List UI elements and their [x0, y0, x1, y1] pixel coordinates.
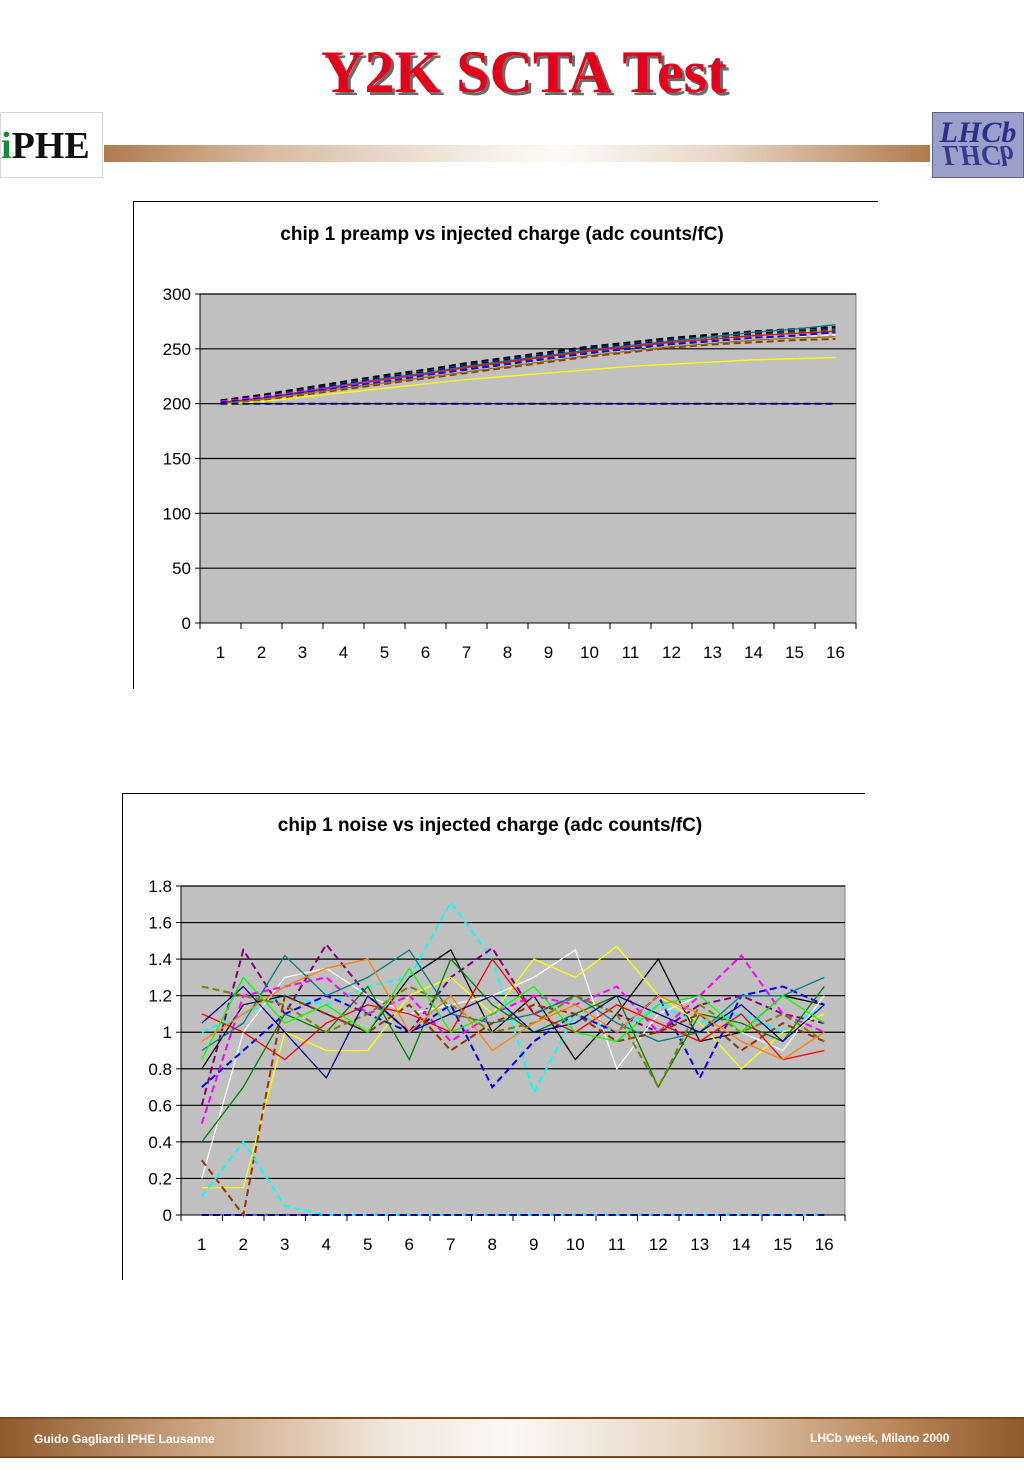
noise-series-line: [201, 900, 825, 1096]
noise-series-line: [200, 953, 825, 1124]
noise-series-line: [201, 967, 825, 1060]
noise-x-tick-label: 9: [529, 1235, 538, 1254]
preamp-x-tick-label: 3: [298, 643, 307, 662]
noise-x-tick-label: 6: [405, 1235, 414, 1254]
noise-y-tick-label: 0.6: [148, 1096, 172, 1115]
preamp-x-tick-label: 4: [339, 643, 348, 662]
noise-series-line: [201, 985, 825, 1080]
preamp-x-tick-label: 9: [544, 643, 553, 662]
noise-series-line: [201, 958, 825, 1061]
noise-x-tick-label: 8: [488, 1235, 497, 1254]
noise-x-tick-label: 2: [239, 1235, 248, 1254]
preamp-y-tick-label: 150: [163, 450, 191, 469]
preamp-x-tick-label: 15: [785, 643, 804, 662]
noise-y-tick-label: 0: [163, 1206, 172, 1225]
noise-y-tick-label: 0.4: [148, 1133, 172, 1152]
lhcb-logo: LHCb LHCb: [932, 112, 1024, 178]
preamp-x-tick-label: 14: [744, 643, 763, 662]
iphe-logo-rest: PHE: [11, 125, 90, 167]
preamp-chart-title: chip 1 preamp vs injected charge (adc co…: [280, 224, 723, 245]
preamp-x-tick-label: 10: [580, 643, 599, 662]
noise-x-tick-label: 12: [649, 1235, 668, 1254]
noise-x-tick-label: 16: [815, 1235, 834, 1254]
preamp-x-tick-label: 11: [622, 643, 640, 662]
preamp-chart-svg: chip 1 preamp vs injected charge (adc co…: [163, 224, 857, 662]
noise-x-tick-label: 4: [322, 1235, 331, 1254]
preamp-y-tick-label: 200: [163, 395, 191, 414]
noise-x-tick-label: 5: [363, 1235, 372, 1254]
slide-title: Y2K SCTA Test: [321, 39, 727, 105]
preamp-y-tick-label: 300: [163, 285, 191, 304]
noise-series-line: [200, 942, 825, 1106]
noise-y-tick-label: 1.2: [148, 987, 172, 1006]
preamp-x-tick-label: 5: [380, 643, 389, 662]
preamp-y-tick-label: 50: [172, 559, 191, 578]
iphe-logo-i: i: [1, 125, 12, 167]
noise-x-tick-label: 10: [566, 1235, 585, 1254]
lhcb-logo-text: LHCb: [939, 116, 1017, 149]
noise-y-tick-label: 0.8: [148, 1060, 172, 1079]
lhcb-logo-reflection: LHCb: [942, 139, 1014, 170]
preamp-series-line: [220, 325, 836, 402]
noise-y-tick-label: 1.6: [148, 914, 172, 933]
noise-x-tick-label: 13: [690, 1235, 709, 1254]
preamp-x-tick-label: 2: [257, 643, 266, 662]
noise-chart: chip 1 noise vs injected charge (adc cou…: [122, 793, 865, 1280]
noise-x-tick-label: 11: [608, 1235, 626, 1254]
noise-x-tick-label: 14: [732, 1235, 751, 1254]
footer-event: LHCb week, Milano 2000: [810, 1431, 950, 1445]
preamp-series-line: [220, 328, 836, 403]
preamp-x-tick-label: 8: [503, 643, 512, 662]
preamp-y-tick-label: 0: [182, 614, 191, 633]
preamp-x-tick-label: 6: [421, 643, 430, 662]
noise-x-tick-label: 7: [446, 1235, 455, 1254]
preamp-series-line: [220, 331, 836, 404]
noise-y-tick-label: 1.4: [148, 950, 172, 969]
preamp-x-tick-label: 16: [826, 643, 845, 662]
header-gradient-bar: [104, 145, 930, 162]
preamp-x-tick-label: 1: [216, 643, 225, 662]
noise-y-tick-label: 1.8: [148, 877, 172, 896]
iphe-logo: iPHE: [0, 112, 103, 178]
noise-plot-area: [180, 885, 846, 1216]
preamp-x-tick-label: 7: [462, 643, 471, 662]
footer-bar: [0, 1417, 1024, 1458]
noise-chart-title: chip 1 noise vs injected charge (adc cou…: [278, 815, 702, 836]
preamp-x-tick-label: 13: [703, 643, 722, 662]
preamp-series-line: [220, 356, 836, 406]
noise-y-tick-label: 1: [163, 1023, 172, 1042]
preamp-x-tick-label: 12: [662, 643, 681, 662]
preamp-series-line: [220, 336, 836, 405]
noise-chart-svg: chip 1 noise vs injected charge (adc cou…: [148, 815, 846, 1254]
preamp-chart: chip 1 preamp vs injected charge (adc co…: [133, 201, 878, 689]
noise-x-tick-label: 3: [280, 1235, 289, 1254]
preamp-series-line: [220, 338, 836, 406]
preamp-y-tick-label: 250: [163, 340, 191, 359]
noise-x-tick-label: 15: [773, 1235, 792, 1254]
preamp-y-tick-label: 100: [163, 504, 191, 523]
noise-y-tick-label: 0.2: [148, 1169, 172, 1188]
footer-author: Guido Gagliardi IPHE Lausanne: [34, 1432, 215, 1446]
noise-x-tick-label: 1: [197, 1235, 206, 1254]
